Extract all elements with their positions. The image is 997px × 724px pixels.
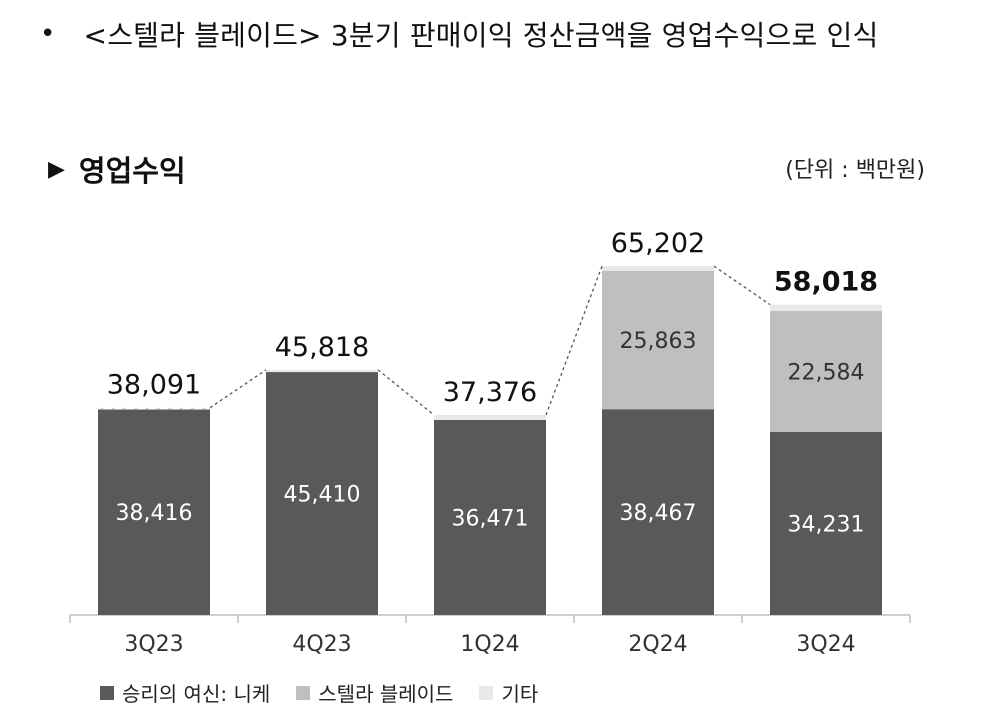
bar-segment: [602, 266, 714, 271]
total-value-label: 58,018: [774, 267, 878, 298]
segment-value-label: 25,863: [620, 329, 697, 354]
segment-value-label: 36,471: [452, 506, 529, 531]
bullet: •: [40, 19, 56, 49]
legend-label: 기타: [501, 682, 539, 706]
legend-label: 승리의 여신: 니케: [122, 682, 271, 706]
bar-segment: [602, 409, 714, 615]
bar-segment: [98, 409, 210, 615]
x-tick-label: 2Q24: [628, 632, 687, 657]
bar-segment: [770, 311, 882, 432]
bar-segment: [434, 415, 546, 420]
total-value-label: 38,091: [107, 370, 201, 401]
legend-item: 기타: [479, 678, 538, 707]
connector-line: [545, 265, 603, 416]
bar-segment: [770, 304, 882, 312]
connector-line: [377, 369, 435, 416]
legend-swatch: [479, 685, 494, 700]
total-value-label: 37,376: [443, 377, 537, 408]
connector-line: [713, 265, 771, 306]
x-tick-label: 3Q24: [796, 632, 855, 657]
unit-label: (단위 : 백만원): [785, 158, 925, 183]
segment-value-label: 45,410: [284, 483, 361, 508]
legend: 승리의 여신: 니케 스텔라 블레이드 기타: [100, 678, 564, 707]
total-value-label: 45,818: [275, 332, 369, 363]
segment-value-label: 34,231: [788, 512, 865, 537]
section-title-text: 영업수익: [78, 154, 186, 188]
section-title: ▶ 영업수익: [48, 148, 186, 190]
bar-segment: [266, 369, 378, 373]
legend-swatch: [296, 685, 311, 700]
legend-item: 스텔라 블레이드: [296, 678, 453, 707]
legend-label: 스텔라 블레이드: [318, 682, 454, 706]
legend-swatch: [100, 685, 114, 700]
segment-value-label: 38,467: [620, 501, 697, 526]
connector-line: [209, 369, 267, 409]
x-tick-label: 4Q23: [292, 632, 351, 657]
headline: • <스텔라 블레이드> 3분기 판매이익 정산금액을 영업수익으로 인식: [40, 14, 878, 54]
total-value-label: 65,202: [611, 228, 705, 259]
x-tick-label: 3Q23: [124, 632, 183, 657]
segment-value-label: 38,416: [116, 501, 193, 526]
play-arrow-icon: ▶: [48, 156, 65, 182]
headline-text: <스텔라 블레이드> 3분기 판매이익 정산금액을 영업수익으로 인식: [83, 19, 879, 52]
x-tick-label: 1Q24: [460, 632, 519, 657]
bar-segment: [770, 431, 882, 615]
legend-item: 승리의 여신: 니케: [100, 678, 270, 707]
bar-segment-negative: [98, 407, 210, 410]
bar-segment: [602, 270, 714, 410]
segment-value-label: 22,584: [788, 360, 865, 385]
bar-segment: [266, 372, 378, 615]
bar-segment: [434, 419, 546, 615]
